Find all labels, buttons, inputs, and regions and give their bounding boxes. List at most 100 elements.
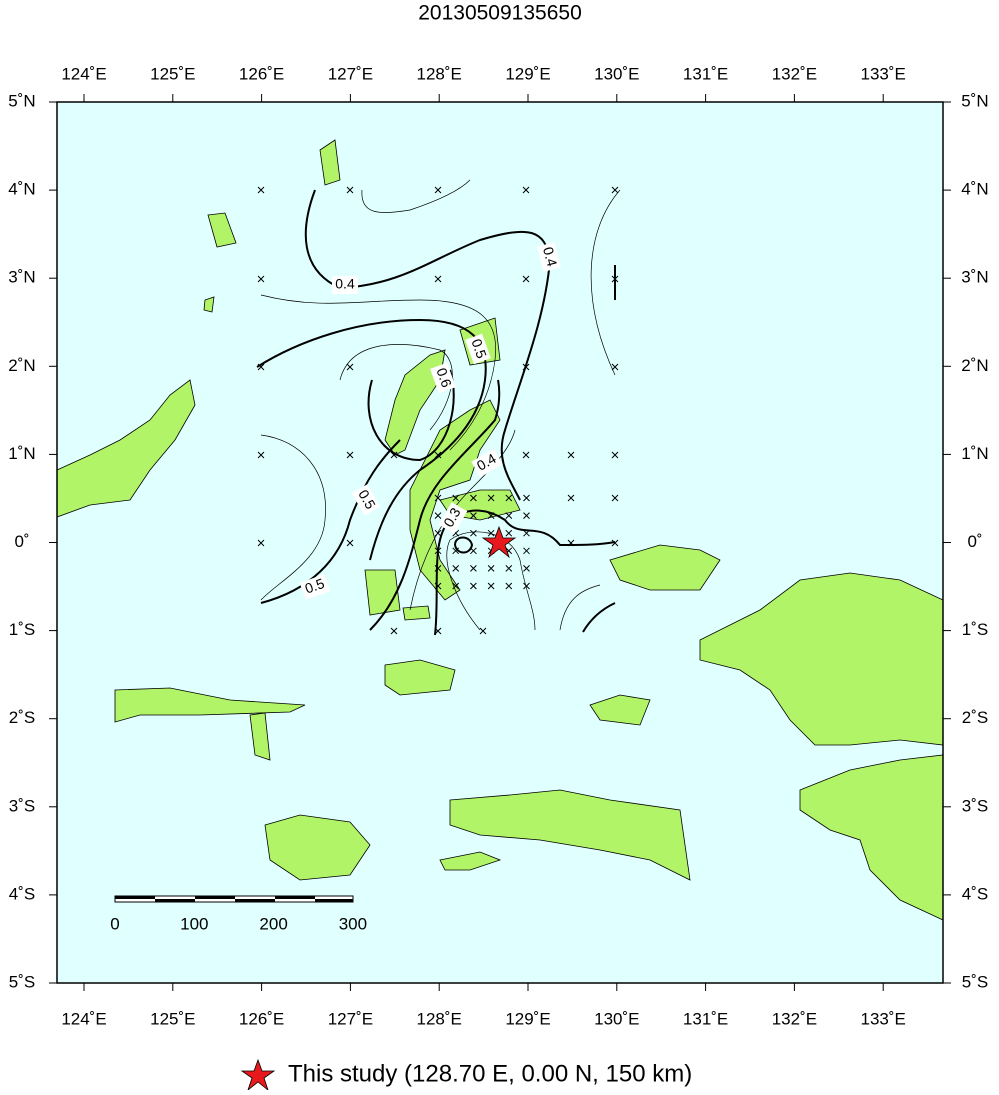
grid-point [434,186,442,194]
grid-point [567,451,575,459]
lon-label: 133˚E [861,1009,906,1028]
grid-point [611,451,619,459]
grid-point [346,363,354,371]
grid-point [522,451,530,459]
grid-point [487,512,495,519]
lon-label: 127˚E [328,1009,373,1028]
grid-point [390,627,398,635]
grid-point [434,627,442,635]
grid-point [522,186,530,194]
grid-point [505,512,513,519]
grid-point [257,363,265,371]
grid-point [505,582,513,590]
lon-label: 128˚E [417,64,462,83]
contour-label: 0.4 [540,245,561,268]
grid-point [567,539,575,547]
contour-label-group: 0.6 [430,362,456,394]
lat-label: 4˚S [9,884,35,903]
lat-label: 2˚S [9,708,35,727]
lon-label: 125˚E [150,64,195,83]
lat-label: 1˚S [962,620,988,639]
grid-point [470,512,477,519]
contour-label-bg [332,276,358,294]
contour-label-bg [465,333,491,365]
lat-label: 2˚N [961,356,988,375]
contour-label-group: 0.5 [465,333,491,365]
contour-label: 0.5 [468,337,490,361]
lon-label: 129˚E [505,1009,550,1028]
legend-text: This study (128.70 E, 0.00 N, 150 km) [288,1060,692,1087]
grid-point [434,512,442,519]
grid-point [487,582,495,590]
grid-point [434,565,442,572]
grid-point [479,627,487,635]
grid-point [523,547,530,555]
lon-label: 133˚E [861,64,906,83]
contour-label-bg [471,448,503,478]
grid-point [611,494,619,502]
grid-point [452,547,460,555]
lon-label: 130˚E [594,1009,639,1028]
scale-label: 100 [180,914,208,933]
scale-label: 300 [339,914,367,933]
contour-label-group: 0.4 [332,276,358,294]
contour-label-bg [351,484,381,516]
lon-label: 130˚E [594,64,639,83]
lat-label: 0˚ [14,532,29,551]
grid-point [523,494,530,502]
scale-bar [114,895,354,903]
lat-label: 2˚N [8,356,35,375]
grid-point [611,363,619,371]
lat-label: 4˚N [961,180,988,199]
grid-point [434,529,442,537]
lat-label: 5˚N [8,91,35,110]
grid-point [257,186,265,194]
lat-label: 1˚N [8,444,35,463]
grid-point [434,582,442,590]
lon-label: 126˚E [239,1009,284,1028]
lat-label: 3˚N [8,268,35,287]
grid-point [487,565,495,572]
contour-label-group: 0.5 [299,574,331,600]
grid-point [434,451,442,459]
contours [256,179,621,636]
grid-point [611,539,619,547]
contour-label-group: 0.4 [471,448,503,478]
event-star [481,525,517,559]
grid-point [505,529,513,537]
grid-point [470,494,477,502]
lon-label: 124˚E [61,1009,106,1028]
contour-label-bg [299,574,331,600]
grid-point [487,494,495,502]
grid-point [257,539,265,547]
contour-label-group: 0.4 [536,242,562,272]
lat-label: 4˚S [962,884,988,903]
grid-point [611,186,619,194]
lon-label: 126˚E [239,64,284,83]
grid-point [505,565,513,572]
scale-label: 200 [259,914,287,933]
grid-point [452,494,460,502]
grid-point [346,539,354,547]
grid-point [346,451,354,459]
grid-point [523,529,530,537]
grid-point [522,275,530,283]
grid-point [523,565,530,572]
grid-point [470,547,477,555]
lat-label: 0˚ [967,532,982,551]
lon-label: 131˚E [683,64,728,83]
lon-label: 128˚E [417,1009,462,1028]
grid-point [470,565,477,572]
grid-point [390,451,398,459]
lat-label: 4˚N [8,180,35,199]
lat-label: 3˚N [961,268,988,287]
grid-point [522,363,530,371]
title: 20130509135650 [418,2,582,25]
lon-label: 125˚E [150,1009,195,1028]
land [56,139,944,921]
lon-label: 132˚E [772,64,817,83]
lon-label: 131˚E [683,1009,728,1028]
contour-label: 0.6 [433,366,455,390]
grid-point [452,565,460,572]
